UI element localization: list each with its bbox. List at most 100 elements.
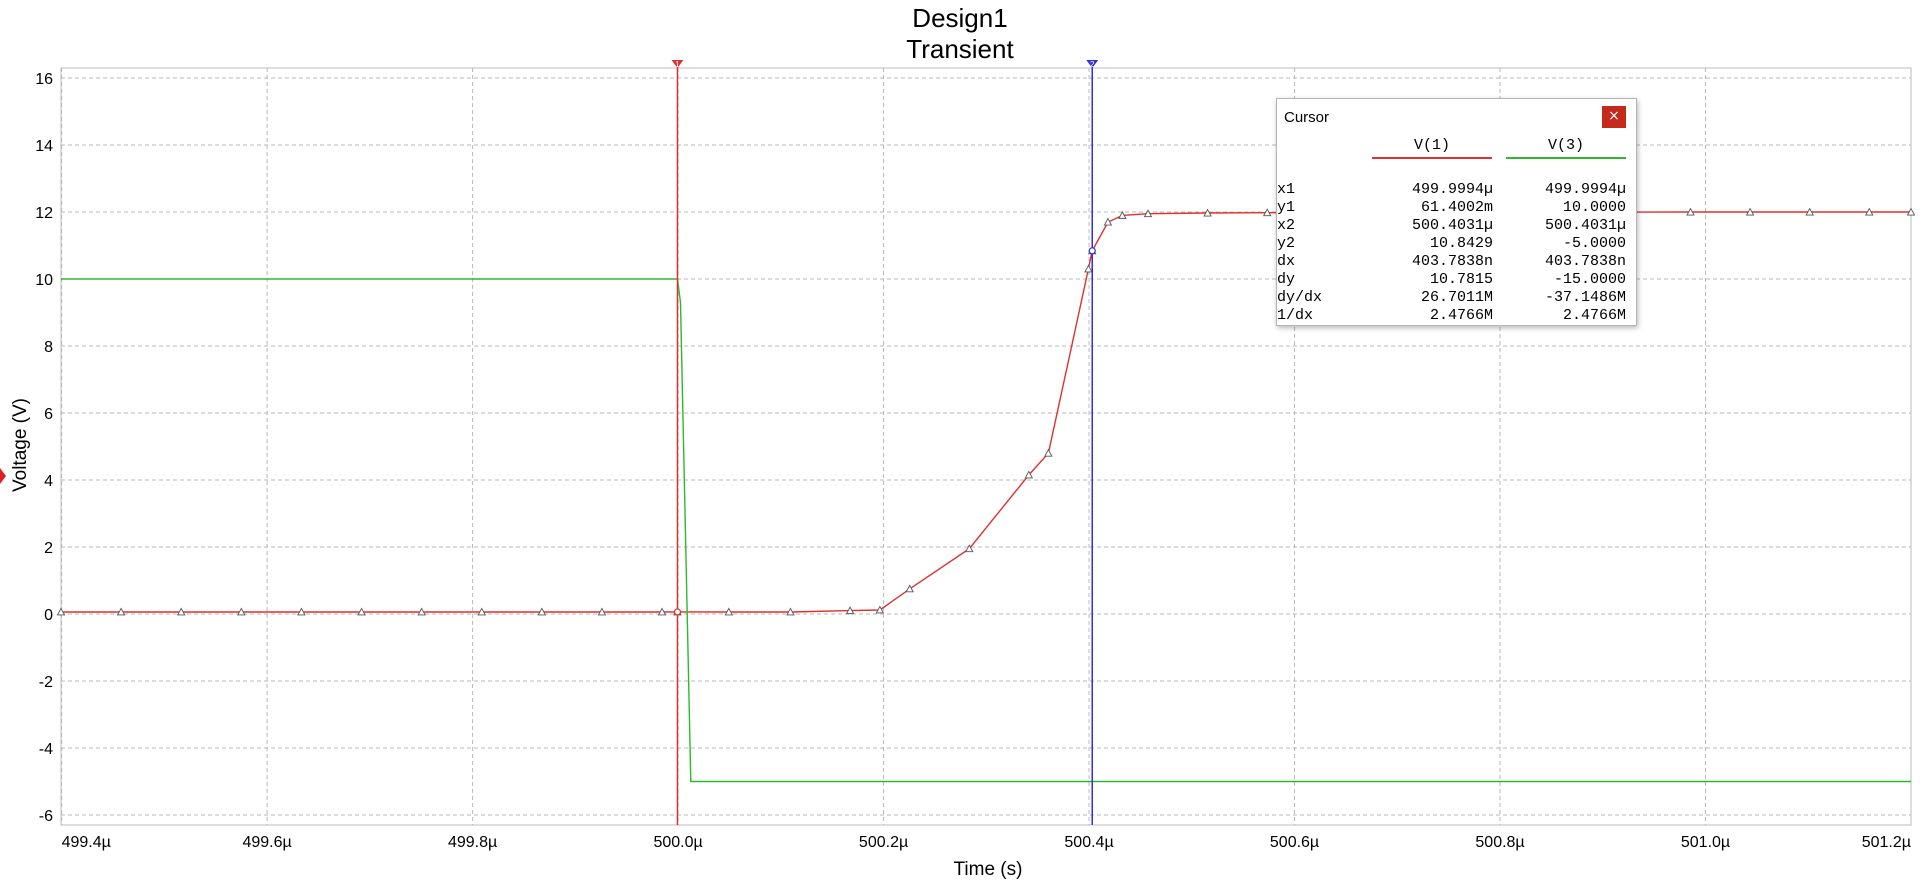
readout-label: x2 [1277,217,1296,234]
readout-value-v3: -37.1486M [1544,289,1626,306]
data-point [537,607,547,616]
data-point [116,607,126,616]
x-tick-label: 499.6µ [242,834,291,851]
data-point [1745,207,1755,216]
readout-value-v1: 10.8429 [1429,235,1493,252]
data-point [417,607,426,616]
cursor-1-number: 1 [675,60,680,69]
data-point [1103,217,1113,226]
cursor-readout-table: x1 499.9994µ 499.9994µ y1 61.4002m 10.0000 x2 5… [1277,181,1636,325]
y-tick-label: 8 [44,339,53,356]
x-tick-label: 500.8µ [1475,834,1524,851]
x-tick-label: 499.8µ [448,834,497,851]
readout-value-v3: 10.0000 [1562,199,1626,216]
cursor-2-handle[interactable] [1086,60,1099,68]
column-header-v3: V(3) [1547,137,1584,154]
x-tick-label: 500.6µ [1270,834,1319,851]
x-tick-label: 501.0µ [1681,834,1730,851]
data-point [1805,207,1814,216]
data-point [1044,448,1053,457]
data-point [786,607,795,616]
data-point [297,607,306,616]
close-button[interactable]: × [1602,106,1626,128]
readout-value-v1: 10.7815 [1429,271,1493,288]
data-point [905,584,914,593]
data-point [477,607,486,616]
y-tick-label: 0 [44,607,53,624]
y-axis-label: Voltage (V) [10,398,31,492]
data-point [964,544,974,553]
readout-row: y1 61.4002m 10.0000 [1277,199,1636,217]
y-tick-label: -2 [39,674,53,691]
readout-row: dy 10.7815 -15.0000 [1277,271,1636,289]
axis-marker-icon [0,468,6,484]
readout-row: dy/dx 26.7011M -37.1486M [1277,289,1636,307]
readout-label: dy [1277,271,1296,288]
y-tick-label: 16 [35,71,53,88]
chart-subtitle: Transient [906,34,1014,64]
data-point [1865,207,1874,216]
y-tick-label: 2 [44,540,53,557]
column-color-line-v3 [1506,157,1626,159]
data-point [1143,209,1153,218]
data-point [176,607,186,616]
readout-value-v1: 499.9994µ [1411,181,1493,198]
readout-value-v3: 500.4031µ [1544,217,1626,234]
readout-label: y2 [1277,235,1296,252]
x-tick-label: 501.2µ [1862,834,1911,851]
data-point [1686,207,1695,216]
data-point [1024,470,1034,479]
readout-label: y1 [1277,199,1296,216]
data-point [1118,210,1127,219]
data-point [724,607,734,616]
data-point [56,607,66,616]
x-tick-label: 500.2µ [859,834,908,851]
y-tick-label: 12 [35,205,53,222]
data-point [597,607,607,616]
readout-value-v3: 499.9994µ [1544,181,1626,198]
data-point [657,607,667,616]
data-point [845,606,855,615]
readout-value-v3: -15.0000 [1553,271,1626,288]
readout-row: dx 403.7838n 403.7838n [1277,253,1636,271]
cursor-2-number: 2 [1090,60,1095,69]
x-tick-label: 499.4µ [62,834,111,851]
data-point [1084,264,1093,273]
cursor-1-handle[interactable] [671,60,684,68]
readout-row: x1 499.9994µ 499.9994µ [1277,181,1636,199]
readout-row: 1/dx 2.4766M 2.4766M [1277,307,1636,325]
readout-row: x2 500.4031µ 500.4031µ [1277,217,1636,235]
cursor-intersection-marker [1088,247,1096,255]
readout-label: dy/dx [1277,289,1323,306]
readout-value-v3: -5.0000 [1562,235,1626,252]
column-color-line-v1 [1372,157,1492,159]
cursor-panel[interactable]: Cursor × V(1) V(3) x1 499.9994µ 499.9994µ y… [1276,98,1637,326]
data-point [1262,208,1272,217]
readout-value-v3: 403.7838n [1544,253,1626,270]
data-point [357,607,366,616]
y-tick-label: 14 [35,138,53,155]
y-tick-label: -6 [39,808,53,825]
readout-value-v3: 2.4766M [1562,307,1626,324]
data-point [1906,207,1916,216]
chart-title: Design1 [912,3,1007,33]
y-tick-label: 4 [44,473,53,490]
readout-label: 1/dx [1277,307,1314,324]
readout-value-v1: 500.4031µ [1411,217,1493,234]
x-axis-label: Time (s) [954,859,1023,880]
data-point [875,605,885,614]
x-tick-label: 500.4µ [1064,834,1113,851]
data-point [237,607,246,616]
readout-value-v1: 2.4766M [1429,307,1493,324]
readout-row: y2 10.8429 -5.0000 [1277,235,1636,253]
readout-value-v1: 403.7838n [1411,253,1493,270]
cursor-panel-title: Cursor [1284,109,1330,126]
data-point [1203,208,1212,217]
readout-label: dx [1277,253,1296,270]
y-tick-label: 10 [35,272,53,289]
y-tick-label: 6 [44,406,53,423]
y-tick-label: -4 [39,741,53,758]
readout-value-v1: 26.7011M [1420,289,1493,306]
readout-label: x1 [1277,181,1296,198]
